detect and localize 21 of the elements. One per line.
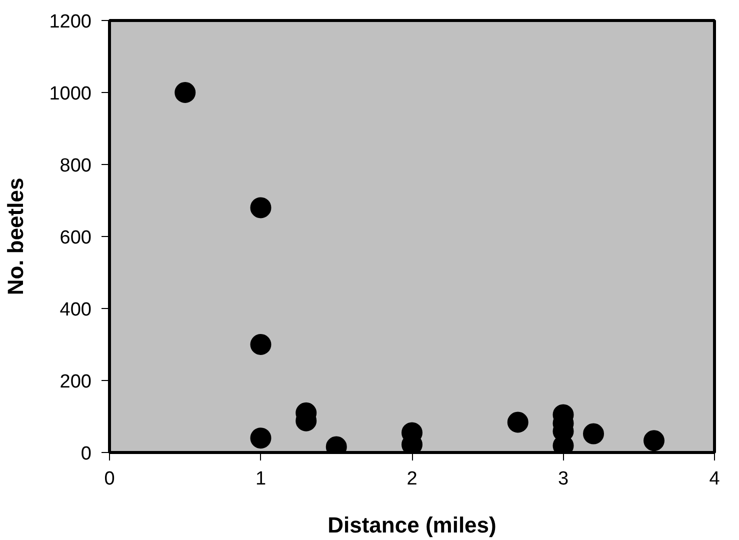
x-tick-label: 2: [406, 468, 418, 490]
y-tick-label: 1000: [49, 84, 92, 104]
y-tick-label: 1200: [49, 12, 92, 32]
y-tick-label: 400: [60, 300, 92, 320]
x-tick-label: 1: [255, 468, 266, 490]
point: [583, 423, 604, 444]
x-tick-label: 0: [104, 468, 115, 490]
point: [250, 197, 272, 218]
point: [250, 334, 272, 355]
y-tick-label: 800: [60, 156, 92, 176]
x-tick-label: 3: [558, 468, 569, 490]
point: [250, 428, 272, 449]
point: [507, 412, 528, 433]
y-tick-label: 0: [80, 444, 92, 464]
y-tick-label: 200: [60, 372, 92, 392]
x-axis-title: Distance (miles): [328, 512, 496, 538]
point: [174, 82, 196, 103]
y-tick-label: 600: [60, 228, 92, 248]
y-axis-title: No. beetles: [3, 178, 28, 296]
x-tick-label: 4: [709, 468, 720, 490]
point: [644, 430, 664, 452]
